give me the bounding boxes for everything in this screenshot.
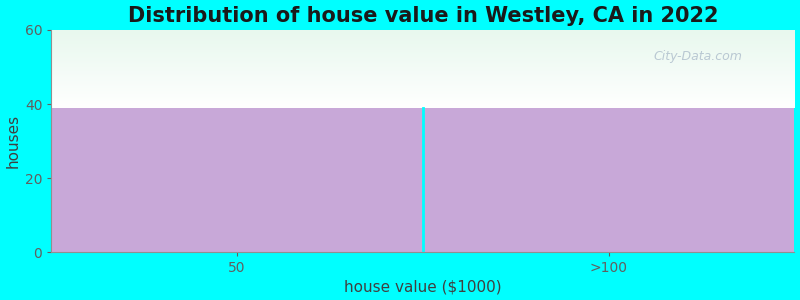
Bar — [51, 108, 794, 252]
X-axis label: house value ($1000): house value ($1000) — [344, 279, 502, 294]
Text: City-Data.com: City-Data.com — [654, 50, 742, 63]
Title: Distribution of house value in Westley, CA in 2022: Distribution of house value in Westley, … — [128, 6, 718, 26]
Y-axis label: houses: houses — [6, 114, 21, 168]
